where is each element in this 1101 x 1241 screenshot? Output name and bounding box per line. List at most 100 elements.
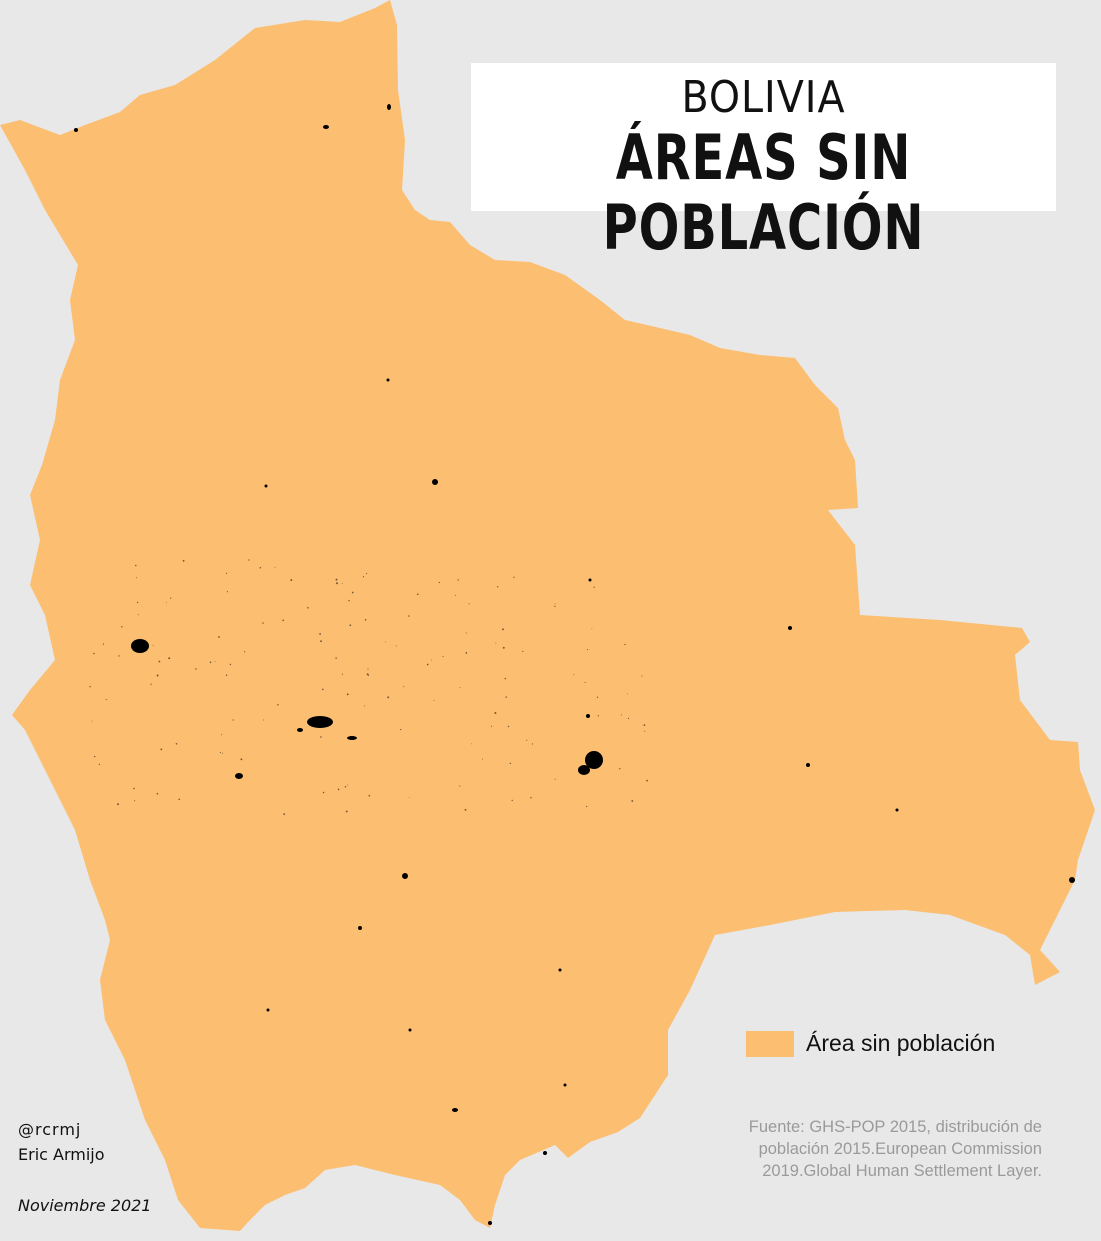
populated-spot (297, 728, 303, 732)
populated-dot (347, 784, 349, 786)
author-handle: @rcrmj (18, 1120, 82, 1139)
populated-spot (488, 1221, 492, 1225)
populated-dot (160, 748, 163, 751)
populated-dot (416, 593, 419, 596)
populated-dot (219, 751, 221, 753)
populated-dot (586, 649, 589, 651)
populated-dot (619, 768, 621, 770)
populated-spot (131, 639, 149, 653)
populated-dot (438, 581, 441, 584)
populated-dot (214, 660, 216, 662)
populated-dot (368, 794, 371, 797)
populated-dot (504, 677, 507, 680)
populated-dot (626, 693, 628, 695)
populated-dot (321, 688, 324, 691)
populated-dot (495, 642, 497, 644)
populated-dot (244, 651, 246, 653)
populated-dot (459, 687, 461, 689)
populated-dot (471, 743, 473, 745)
populated-dot (178, 798, 180, 801)
populated-dot (262, 622, 264, 624)
populated-dot (117, 803, 119, 806)
populated-spot (408, 1028, 412, 1032)
populated-dot (408, 615, 410, 617)
populated-dot (94, 755, 96, 758)
populated-dot (138, 638, 141, 641)
map-date: Noviembre 2021 (18, 1196, 152, 1215)
populated-dot (494, 712, 497, 714)
populated-spot (432, 479, 438, 485)
populated-dot (403, 686, 405, 688)
populated-dot (263, 719, 264, 721)
populated-dot (307, 607, 309, 609)
populated-dot (433, 700, 435, 701)
map-title-country: BOLIVIA (681, 72, 846, 123)
populated-dot (468, 603, 470, 605)
populated-spot (895, 808, 899, 812)
populated-dot (282, 619, 285, 622)
populated-dot (341, 673, 343, 675)
populated-dot (118, 655, 120, 657)
populated-dot (387, 696, 390, 699)
populated-dot (91, 720, 93, 722)
populated-spot (307, 716, 333, 728)
populated-dot (509, 762, 512, 765)
populated-spot (347, 736, 357, 740)
populated-dot (502, 646, 505, 649)
populated-dot (530, 797, 532, 799)
populated-dot (585, 805, 588, 808)
populated-dot (277, 703, 279, 706)
populated-spot (563, 1083, 567, 1087)
populated-dot (229, 663, 232, 666)
populated-dot (105, 699, 107, 701)
populated-dot (408, 797, 410, 798)
populated-dot (341, 582, 343, 584)
populated-dot (455, 594, 457, 596)
populated-spot (264, 484, 268, 488)
populated-dot (182, 559, 185, 562)
populated-dot (156, 792, 159, 795)
populated-dot (522, 650, 524, 653)
populated-dot (335, 657, 337, 659)
populated-dot (135, 564, 137, 567)
populated-dot (209, 661, 212, 664)
populated-dot (121, 626, 123, 628)
populated-dot (513, 576, 515, 578)
populated-dot (641, 675, 643, 677)
populated-dot (134, 800, 136, 802)
populated-dot (348, 600, 350, 602)
populated-dot (337, 788, 340, 791)
populated-dot (627, 717, 630, 720)
populated-dot (367, 668, 369, 670)
populated-dot (102, 643, 105, 645)
legend: Área sin población (746, 1030, 995, 1057)
populated-spot (323, 125, 329, 129)
populated-spot (402, 873, 408, 879)
populated-dot (170, 597, 172, 599)
populated-dot (150, 683, 152, 685)
populated-dot (346, 693, 349, 696)
populated-dot (290, 579, 293, 582)
populated-spot (543, 1151, 547, 1155)
populated-dot (364, 619, 367, 621)
populated-dot (511, 799, 513, 802)
source-note: Fuente: GHS-POP 2015, distribución de po… (748, 1118, 1042, 1180)
populated-dot (152, 644, 154, 646)
populated-dot (93, 652, 95, 655)
populated-spot (452, 1108, 458, 1112)
populated-spot (585, 751, 603, 769)
populated-dot (643, 724, 646, 726)
populated-dot (240, 758, 243, 761)
populated-dot (644, 730, 646, 732)
populated-dot (221, 734, 223, 736)
populated-dot (283, 813, 286, 815)
populated-dot (465, 652, 468, 654)
populated-dot (465, 632, 467, 634)
populated-spot (74, 128, 78, 132)
populated-dot (367, 674, 370, 676)
populated-dot (364, 705, 366, 707)
populated-dot (573, 674, 575, 676)
populated-dot (596, 696, 599, 698)
